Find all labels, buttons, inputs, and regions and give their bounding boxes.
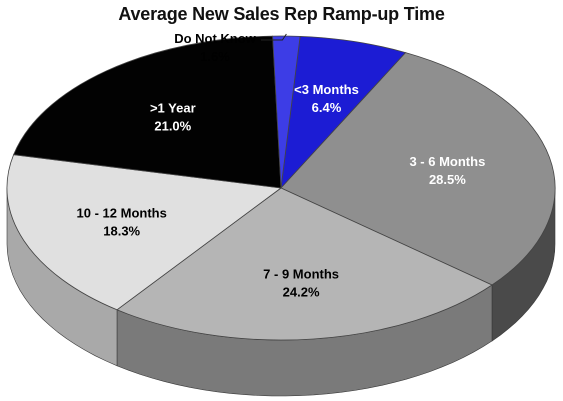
slice-label-3-6-months: 3 - 6 Months 28.5%: [409, 154, 485, 187]
pie-slice-10-12-months: [6, 154, 283, 311]
pie-slice-do-not-know: [272, 35, 301, 189]
slice-label-7-9-months: 7 - 9 Months 24.2%: [263, 267, 339, 300]
slice-label-10-12-months: 10 - 12 Months 18.3%: [77, 206, 167, 239]
slice-name: 3 - 6 Months: [409, 154, 485, 169]
slice-label-1-year: >1 Year 21.0%: [150, 100, 196, 133]
chart-title: Average New Sales Rep Ramp-up Time: [118, 4, 445, 24]
pie-leader-line: [261, 33, 287, 41]
slice-name: 10 - 12 Months: [77, 206, 167, 221]
slice-name: >1 Year: [150, 100, 196, 115]
pie-tops: [6, 35, 556, 341]
slice-name: Do Not Know: [174, 31, 256, 46]
slice-percent: 21.0%: [154, 118, 191, 133]
slice-name: 7 - 9 Months: [263, 267, 339, 282]
slice-percent: 24.2%: [283, 285, 320, 300]
slice-name: <3 Months: [294, 82, 359, 97]
slice-label-do-not-know: Do Not Know 1.6%: [174, 31, 256, 64]
pie-slice-7-9-months: [116, 187, 493, 341]
slice-label-3-months: <3 Months 6.4%: [294, 82, 359, 115]
slice-percent: 18.3%: [103, 224, 140, 239]
pie-labels: <3 Months 6.4% 3 - 6 Months 28.5% 7 - 9 Mont…: [77, 31, 486, 300]
slice-percent: 1.6%: [200, 49, 230, 64]
slice-percent: 6.4%: [312, 100, 342, 115]
slice-percent: 28.5%: [429, 172, 466, 187]
pie-slice-3-6-months: [280, 52, 556, 286]
pie-slice-1-year: [13, 35, 282, 189]
